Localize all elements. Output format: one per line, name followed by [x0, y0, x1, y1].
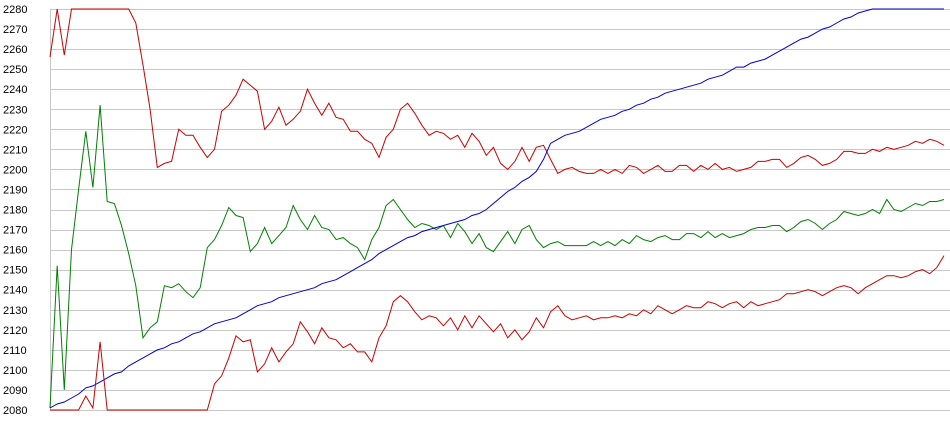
y-tick-label: 2250	[3, 64, 27, 76]
y-tick-label: 2230	[3, 104, 27, 116]
y-tick-label: 2190	[3, 184, 27, 196]
y-tick-label: 2120	[3, 325, 27, 337]
y-tick-label: 2170	[3, 225, 27, 237]
y-tick-label: 2140	[3, 285, 27, 297]
y-tick-label: 2200	[3, 164, 27, 176]
y-tick-label: 2090	[3, 385, 27, 397]
y-tick-label: 2180	[3, 205, 27, 217]
y-tick-label: 2240	[3, 84, 27, 96]
y-tick-label: 2260	[3, 44, 27, 56]
y-tick-label: 2150	[3, 265, 27, 277]
y-tick-label: 2220	[3, 124, 27, 136]
series-line-2	[49, 105, 945, 409]
series-line-1	[49, 8, 945, 175]
y-tick-label: 2270	[3, 24, 27, 36]
y-tick-label: 2280	[3, 4, 27, 16]
y-tick-label: 2210	[3, 144, 27, 156]
series-line-4	[50, 255, 945, 411]
grid	[50, 9, 950, 411]
y-tick-label: 2160	[3, 245, 27, 257]
y-tick-label: 2080	[3, 405, 27, 417]
y-axis-tick-labels: 2080 2090 2100 2110 2120 2130 2140 2150 2160 2170…	[3, 4, 27, 417]
y-tick-label: 2110	[3, 345, 27, 357]
plot-series	[49, 8, 945, 411]
series-line-3	[49, 8, 944, 409]
y-tick-label: 2130	[3, 305, 27, 317]
y-tick-label: 2100	[3, 365, 27, 377]
